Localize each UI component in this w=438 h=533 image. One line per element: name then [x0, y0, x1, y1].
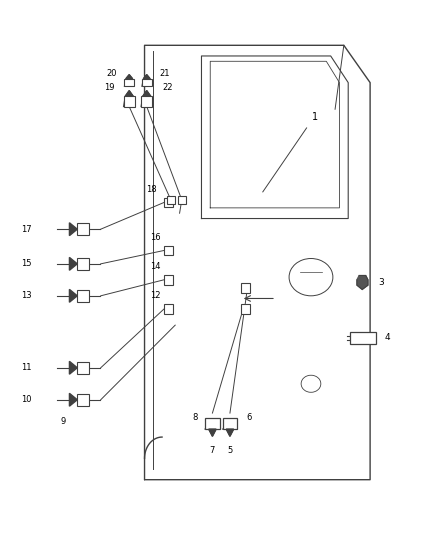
Polygon shape [357, 276, 368, 289]
Bar [77, 290, 89, 302]
Polygon shape [143, 75, 150, 79]
Bar [141, 96, 152, 107]
Text: 19: 19 [104, 83, 115, 92]
Text: 10: 10 [21, 395, 32, 404]
Bar [77, 223, 89, 235]
Text: 22: 22 [162, 83, 173, 92]
Bar [205, 418, 220, 429]
Bar [164, 275, 173, 285]
Text: 8: 8 [192, 413, 198, 422]
Text: 17: 17 [21, 225, 32, 233]
Polygon shape [208, 429, 216, 436]
Polygon shape [125, 91, 133, 96]
Bar [223, 418, 237, 429]
Text: 15: 15 [21, 260, 32, 268]
Bar [350, 332, 376, 344]
Text: 18: 18 [146, 185, 156, 193]
Text: 11: 11 [21, 364, 32, 372]
Text: 16: 16 [150, 233, 161, 241]
Bar [142, 79, 152, 86]
Polygon shape [69, 361, 77, 374]
Polygon shape [69, 289, 77, 302]
Text: 5: 5 [227, 446, 233, 455]
Polygon shape [69, 393, 77, 406]
Bar [178, 196, 186, 204]
Polygon shape [69, 257, 77, 270]
Bar [77, 362, 89, 374]
Text: 14: 14 [150, 262, 161, 271]
Text: 6: 6 [246, 413, 251, 422]
Polygon shape [69, 223, 77, 236]
Bar [77, 394, 89, 406]
Text: 1: 1 [312, 112, 318, 122]
Text: 12: 12 [150, 292, 161, 300]
Bar [77, 258, 89, 270]
Polygon shape [143, 91, 151, 96]
Bar [124, 96, 135, 107]
Bar [241, 283, 250, 293]
Bar [164, 198, 173, 207]
Text: 13: 13 [21, 292, 32, 300]
Polygon shape [126, 75, 133, 79]
Text: 20: 20 [106, 69, 117, 77]
Bar [164, 246, 173, 255]
Bar [241, 304, 250, 314]
Text: 9: 9 [61, 417, 66, 425]
Bar [164, 304, 173, 314]
Bar [167, 196, 175, 204]
Text: 4: 4 [385, 334, 390, 342]
Polygon shape [226, 429, 234, 436]
Text: 21: 21 [160, 69, 170, 77]
Text: 7: 7 [210, 446, 215, 455]
Text: 3: 3 [378, 278, 384, 287]
Bar [124, 79, 134, 86]
